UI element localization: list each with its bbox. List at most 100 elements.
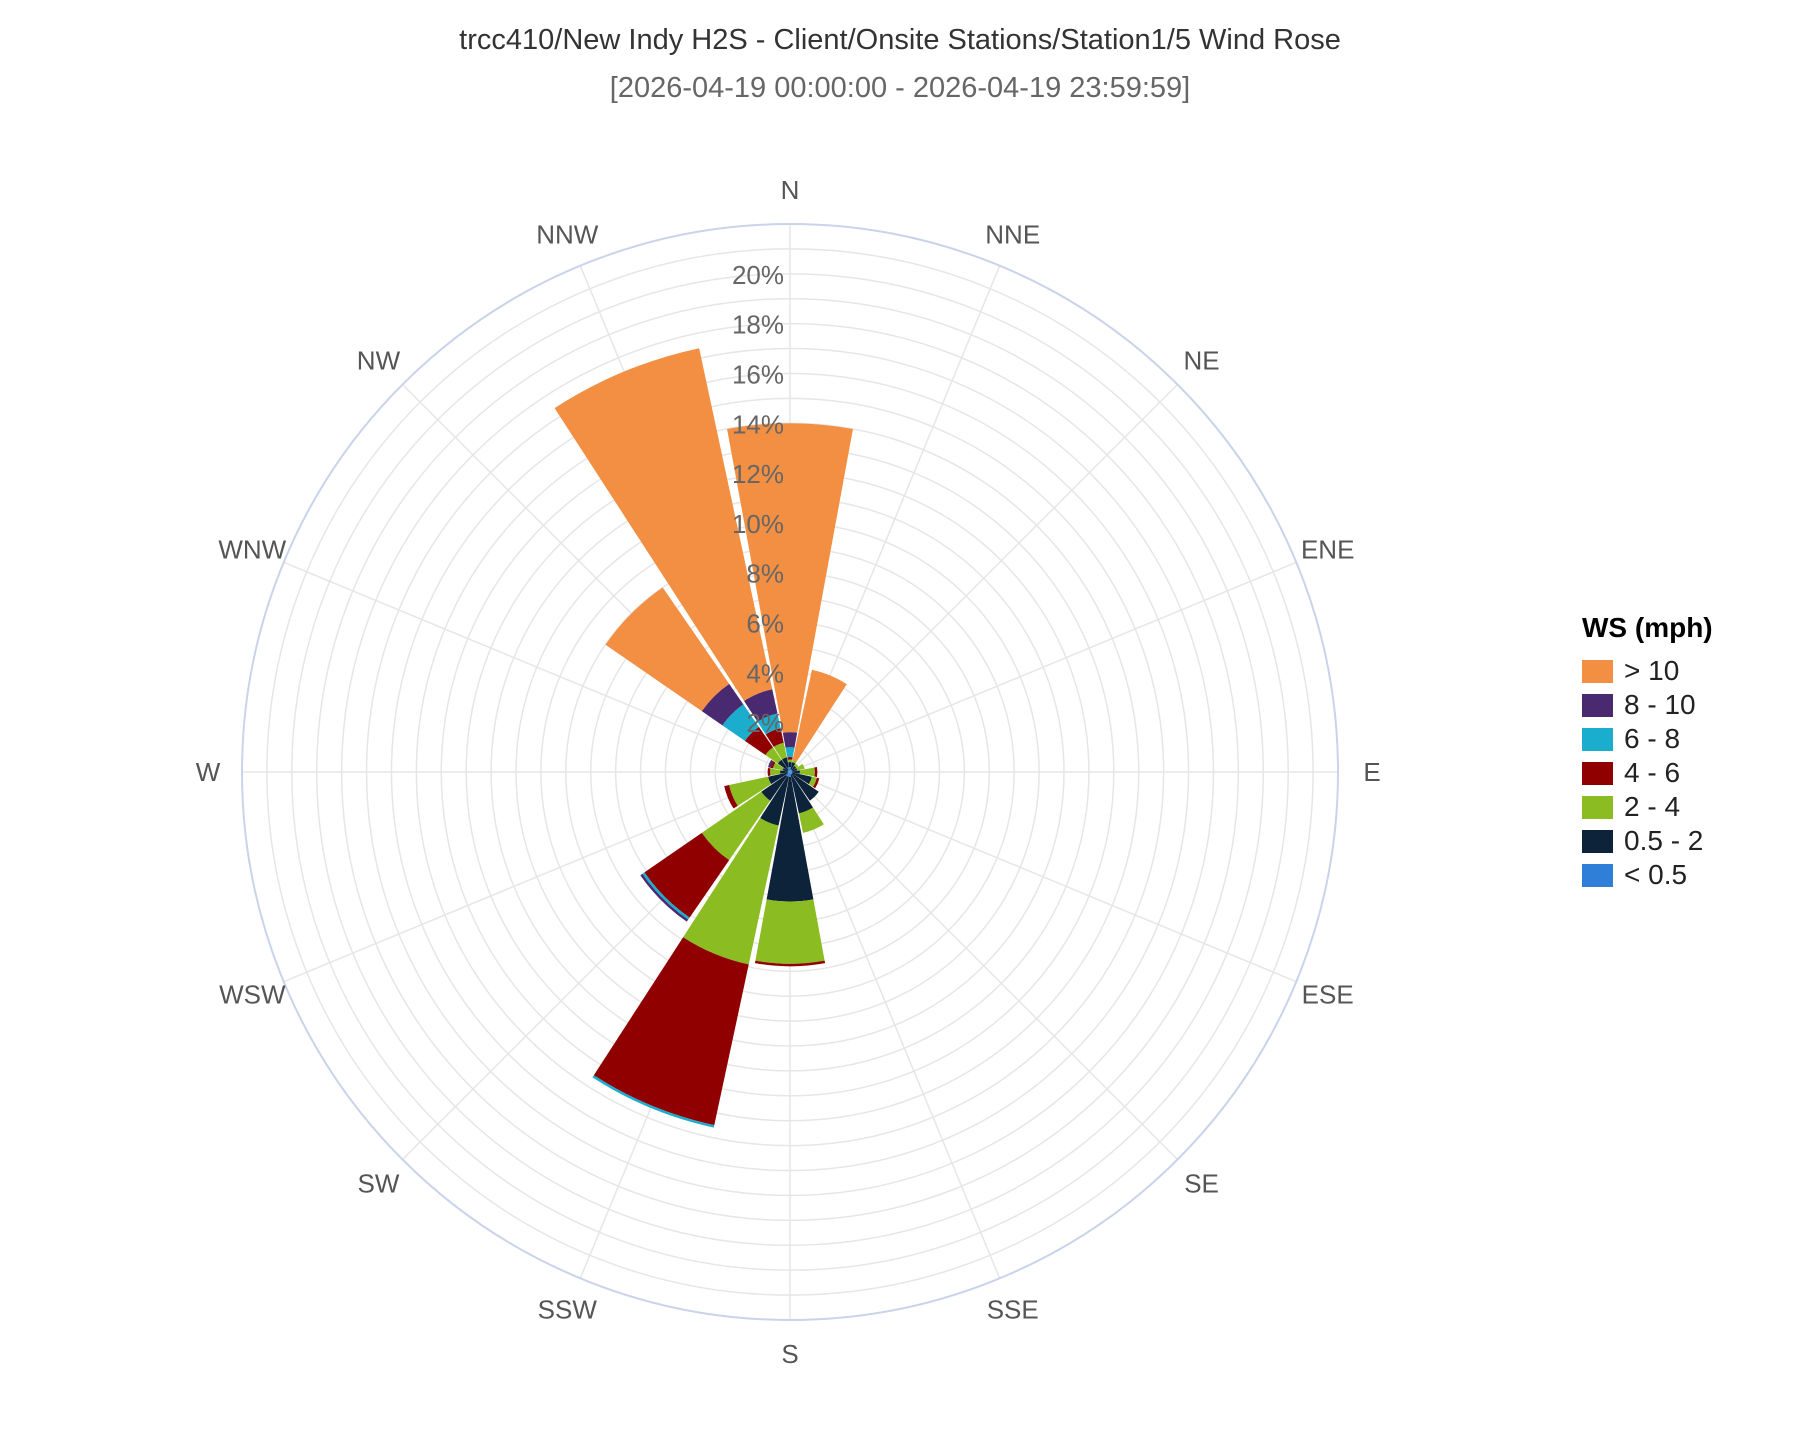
- bar-nw-4-6[interactable]: [744, 726, 774, 756]
- bar-w-0-5[interactable]: [787, 771, 790, 773]
- bar-sse-0-5[interactable]: [790, 772, 792, 775]
- outer-circle: [241, 223, 1339, 1321]
- bar-s-0-5[interactable]: [789, 772, 791, 777]
- bar-nnw-8-10[interactable]: [744, 689, 778, 722]
- bar-wnw-2-4[interactable]: [772, 762, 784, 771]
- bar-n-2-4[interactable]: [787, 759, 793, 763]
- bar-wnw-8-10[interactable]: [768, 759, 774, 768]
- bar-sse-0-5-2[interactable]: [790, 774, 813, 814]
- bar-s-0-5-2[interactable]: [766, 776, 814, 902]
- bar-sw-2-4[interactable]: [701, 791, 771, 861]
- bar-sw-6-8[interactable]: [642, 872, 690, 920]
- bar-e-2-4[interactable]: [799, 767, 815, 777]
- radial-tick-label: 10%: [732, 509, 784, 539]
- direction-label-s: S: [781, 1339, 798, 1369]
- bar-nne-10[interactable]: [792, 669, 847, 762]
- bar-s-4-6[interactable]: [754, 960, 826, 967]
- bar-se-0-5[interactable]: [790, 772, 793, 775]
- bar-nnw-0-5[interactable]: [787, 767, 790, 772]
- bar-nw-2-4[interactable]: [765, 747, 782, 764]
- bar-nnw-0-5-2[interactable]: [781, 757, 789, 768]
- grid-spoke: [789, 383, 1179, 773]
- bar-w-0-5-2[interactable]: [780, 770, 788, 774]
- bar-ne-2-4[interactable]: [794, 763, 799, 768]
- bar-ene-0-5-2[interactable]: [792, 767, 798, 772]
- bar-e-0-5[interactable]: [790, 771, 793, 773]
- bar-ese-0-5-2[interactable]: [792, 772, 812, 785]
- bar-wnw-4-6[interactable]: [770, 761, 776, 769]
- radial-tick-label: 6%: [746, 609, 784, 639]
- bar-ese-0-5[interactable]: [790, 772, 793, 774]
- bar-nnw-6-8[interactable]: [757, 713, 781, 735]
- legend-item-0-5-2[interactable]: 0.5 - 2: [1582, 824, 1713, 858]
- bar-ne-0-5[interactable]: [790, 769, 793, 772]
- bar-wsw-4-6[interactable]: [724, 785, 738, 809]
- bar-n-4-6[interactable]: [787, 757, 793, 760]
- bar-wsw-2-4[interactable]: [729, 776, 772, 806]
- bar-w-4-6[interactable]: [767, 767, 771, 777]
- bar-sw-8-10[interactable]: [640, 873, 689, 922]
- bar-nnw-4-6[interactable]: [765, 728, 784, 747]
- legend-label: 6 - 8: [1624, 723, 1681, 754]
- bar-nne-0-5-2[interactable]: [790, 762, 796, 770]
- bar-n-10[interactable]: [727, 423, 853, 733]
- bar-sw-0-5[interactable]: [785, 772, 790, 777]
- direction-label-wnw: WNW: [218, 534, 286, 564]
- grid-spoke: [283, 561, 791, 773]
- bar-nne-0-5[interactable]: [790, 769, 792, 772]
- bar-wsw-0-5[interactable]: [787, 772, 790, 774]
- bar-n-0-5-2[interactable]: [788, 762, 792, 768]
- legend-item-10[interactable]: > 10: [1582, 654, 1713, 688]
- bar-ssw-2-4[interactable]: [683, 818, 779, 965]
- bar-sw-0-5-2[interactable]: [761, 774, 788, 801]
- bar-nw-0-5[interactable]: [787, 769, 790, 772]
- bar-ssw-0-5[interactable]: [787, 772, 790, 777]
- legend-label: > 10: [1624, 655, 1680, 686]
- bar-nnw-10[interactable]: [554, 348, 773, 701]
- direction-label-ese: ESE: [1302, 980, 1354, 1010]
- legend-item-0-5[interactable]: < 0.5: [1582, 858, 1713, 892]
- legend-item-2-4[interactable]: 2 - 4: [1582, 790, 1713, 824]
- bar-sse-2-4[interactable]: [798, 807, 824, 833]
- bar-ssw-4-6[interactable]: [593, 937, 749, 1126]
- bar-nw-0-5-2[interactable]: [777, 759, 789, 771]
- bar-nnw-2-4[interactable]: [773, 742, 787, 760]
- bar-e-0-5-2[interactable]: [792, 770, 800, 774]
- legend-swatch: [1582, 659, 1613, 683]
- bar-nw-10[interactable]: [605, 587, 730, 712]
- legend-swatch: [1582, 795, 1613, 819]
- direction-label-nw: NW: [357, 345, 401, 375]
- bar-e-4-6[interactable]: [814, 767, 818, 777]
- bar-ene-0-5[interactable]: [790, 770, 793, 772]
- bar-nne-2-4[interactable]: [792, 759, 797, 764]
- bar-se-0-5-2[interactable]: [791, 773, 819, 801]
- polar-labels: 2% 4% 6% 8% 10% 12% 14% 16% 18% 20% N NNE NE ENE E ESE S…: [196, 175, 1381, 1369]
- bar-n-6-8[interactable]: [785, 747, 795, 758]
- bar-ese-2-4[interactable]: [808, 776, 817, 787]
- bar-n-0-5[interactable]: [789, 767, 791, 772]
- legend-item-4-6[interactable]: 4 - 6: [1582, 756, 1713, 790]
- legend-swatch: [1582, 829, 1613, 853]
- legend-item-6-8[interactable]: 6 - 8: [1582, 722, 1713, 756]
- wind-rose-bars: [554, 348, 853, 1128]
- bar-nw-6-8[interactable]: [722, 704, 759, 741]
- direction-label-ssw: SSW: [538, 1295, 598, 1325]
- grid-spoke: [789, 771, 1001, 1279]
- bar-sw-4-6[interactable]: [644, 832, 730, 918]
- bar-ssw-0-5-2[interactable]: [760, 776, 789, 826]
- legend-item-8-10[interactable]: 8 - 10: [1582, 688, 1713, 722]
- bar-ssw-6-8[interactable]: [592, 1075, 715, 1128]
- bar-ene-2-4[interactable]: [796, 763, 805, 771]
- bar-wnw-0-5[interactable]: [787, 770, 790, 772]
- bar-w-2-4[interactable]: [770, 768, 781, 776]
- bar-n-8-10[interactable]: [782, 732, 798, 748]
- legend-title: WS (mph): [1582, 612, 1713, 643]
- bar-ese-4-6[interactable]: [813, 777, 820, 789]
- bar-nw-8-10[interactable]: [701, 683, 744, 726]
- direction-label-ne: NE: [1183, 345, 1219, 375]
- bar-wnw-0-5-2[interactable]: [782, 767, 788, 772]
- bar-s-2-4[interactable]: [755, 899, 825, 964]
- bar-ne-0-5-2[interactable]: [791, 765, 797, 771]
- bar-wsw-0-5-2[interactable]: [768, 772, 788, 785]
